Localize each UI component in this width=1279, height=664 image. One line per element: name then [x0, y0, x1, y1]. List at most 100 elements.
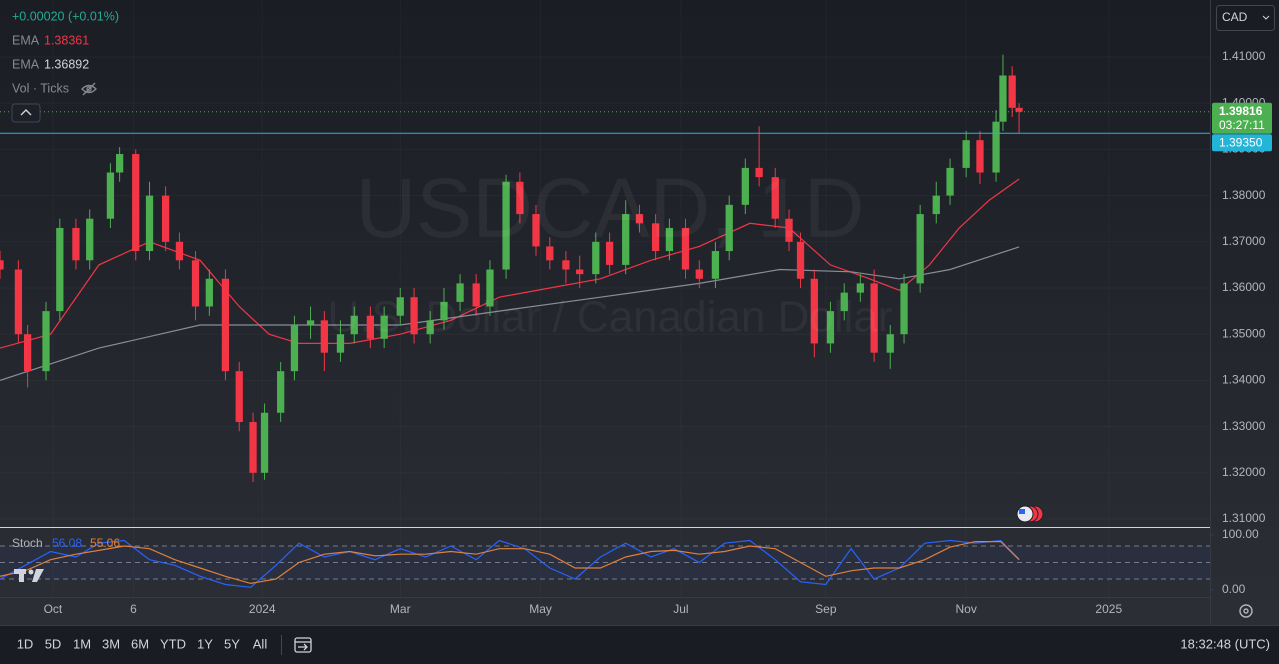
candle-body	[221, 278, 230, 372]
candle-body	[145, 195, 154, 252]
range-button[interactable]: 1M	[73, 636, 91, 651]
candle-body	[380, 315, 388, 339]
candle-body	[635, 214, 644, 224]
candle-body	[472, 283, 480, 307]
candle-body	[810, 278, 818, 344]
range-button[interactable]: YTD	[160, 636, 186, 651]
candle-body	[191, 260, 200, 307]
countdown-label: 03:27:11	[1219, 118, 1265, 132]
candle-body	[755, 167, 763, 178]
candle-body	[175, 241, 184, 261]
event-markers[interactable]	[1016, 505, 1044, 523]
candle-body	[622, 214, 630, 265]
candle-body	[605, 241, 614, 265]
candle-body	[106, 172, 115, 219]
candle-body	[1008, 75, 1016, 108]
indicator-name: EMA	[12, 33, 40, 47]
volume-label: Vol · Ticks	[12, 81, 69, 95]
candle-body	[741, 167, 749, 205]
y-tick-label: 1.37000	[1222, 234, 1266, 248]
x-tick-label: Oct	[44, 602, 63, 616]
candle-body	[277, 371, 285, 413]
candle-body	[771, 177, 779, 219]
y-tick-label: 1.33000	[1222, 419, 1266, 433]
candle-body	[456, 283, 464, 302]
candle-body	[306, 320, 315, 325]
candle-body	[870, 283, 878, 353]
range-button[interactable]: 3M	[102, 636, 120, 651]
x-tick-label: Jul	[673, 602, 688, 616]
y-tick-label: 1.35000	[1222, 326, 1266, 340]
range-button[interactable]: All	[253, 636, 268, 651]
candle-body	[486, 269, 494, 307]
clock: 18:32:48 (UTC)	[1180, 636, 1270, 651]
price-change: +0.00020 (+0.01%)	[12, 9, 119, 23]
candle-body	[576, 269, 584, 275]
x-tick-label: 6	[130, 602, 137, 616]
candle-body	[946, 167, 954, 196]
candle-body	[1015, 107, 1023, 112]
candle-body	[396, 297, 404, 316]
logo	[14, 569, 44, 582]
stoch-value: 56.08	[52, 536, 82, 550]
candle-body	[840, 292, 848, 312]
candle-body	[962, 140, 970, 168]
range-button[interactable]: 1Y	[197, 636, 213, 651]
range-button[interactable]: 5D	[45, 636, 62, 651]
y-tick-label: 1.34000	[1222, 373, 1266, 387]
candle-body	[205, 278, 213, 307]
candle-body	[115, 154, 124, 173]
candle-body	[516, 181, 524, 215]
x-tick-label: May	[529, 602, 552, 616]
range-button[interactable]: 5Y	[224, 636, 240, 651]
stoch-title: Stoch	[12, 536, 43, 550]
candle-body	[725, 204, 733, 252]
watermark-description: U.S. Dollar / Canadian Dollar	[328, 293, 893, 342]
candle-body	[695, 269, 703, 279]
candle-body	[932, 195, 940, 215]
candle-body	[440, 301, 448, 321]
candle-body	[426, 320, 434, 335]
x-tick-label: Sep	[815, 602, 837, 616]
candle-body	[546, 246, 554, 261]
stoch-line	[0, 539, 1020, 588]
y-tick-label: 1.31000	[1222, 511, 1266, 525]
hide-icon[interactable]	[81, 82, 97, 96]
price-level-tag	[1212, 134, 1272, 152]
candle-body	[665, 227, 674, 252]
candle-body	[320, 320, 328, 353]
range-button[interactable]: 1D	[17, 636, 34, 651]
y-tick-label: 1.32000	[1222, 465, 1266, 479]
chart-background	[0, 0, 1279, 625]
candle-body	[532, 214, 540, 247]
candle-body	[336, 334, 345, 353]
currency-dropdown[interactable]: CAD	[1216, 5, 1275, 31]
candle-body	[651, 223, 660, 252]
candle-body	[856, 283, 864, 293]
settings-icon[interactable]	[1239, 604, 1253, 618]
indicator-value: 1.36892	[44, 57, 89, 71]
candle-body	[785, 218, 793, 242]
candle-body	[900, 283, 908, 335]
indicator-value: 1.38361	[44, 33, 89, 47]
x-tick-label: 2025	[1095, 602, 1122, 616]
candle-body	[72, 227, 80, 261]
last-price-tag	[1212, 102, 1272, 134]
candle-body	[976, 140, 984, 173]
candle-body	[711, 251, 720, 279]
candle-body	[132, 154, 140, 252]
x-tick-label: Mar	[390, 602, 411, 616]
candle-body	[14, 269, 23, 335]
stoch-value: 55.06	[90, 536, 120, 550]
collapse-button[interactable]	[11, 103, 41, 123]
watermark-symbol: USDCAD, 1D	[356, 161, 865, 255]
y-tick-label: 1.38000	[1222, 188, 1266, 202]
candle-body	[56, 227, 64, 312]
candle-body	[161, 195, 170, 242]
moving-average	[0, 246, 1020, 381]
candle-body	[681, 227, 690, 270]
date-range-icon[interactable]	[294, 637, 312, 653]
candle-body	[886, 334, 894, 353]
range-button[interactable]: 6M	[131, 636, 149, 651]
